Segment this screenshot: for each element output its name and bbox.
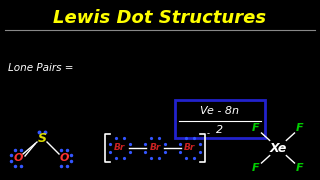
Text: S: S	[37, 132, 46, 145]
Text: Ve - 8n: Ve - 8n	[201, 106, 239, 116]
Text: Br: Br	[184, 143, 196, 152]
Bar	[175, 100, 265, 138]
Text: Lone Pairs =: Lone Pairs =	[8, 63, 74, 73]
Text: O: O	[59, 153, 69, 163]
Text: F: F	[296, 123, 304, 133]
Text: Br: Br	[149, 143, 161, 152]
Text: 2: 2	[216, 125, 224, 135]
Text: Br: Br	[114, 143, 126, 152]
Text: Xe: Xe	[269, 141, 287, 154]
Text: Lewis Dot Structures: Lewis Dot Structures	[53, 9, 267, 27]
Text: O: O	[13, 153, 23, 163]
Text: F: F	[252, 123, 260, 133]
Text: F: F	[296, 163, 304, 173]
Text: F: F	[252, 163, 260, 173]
Text: -: -	[207, 129, 210, 138]
